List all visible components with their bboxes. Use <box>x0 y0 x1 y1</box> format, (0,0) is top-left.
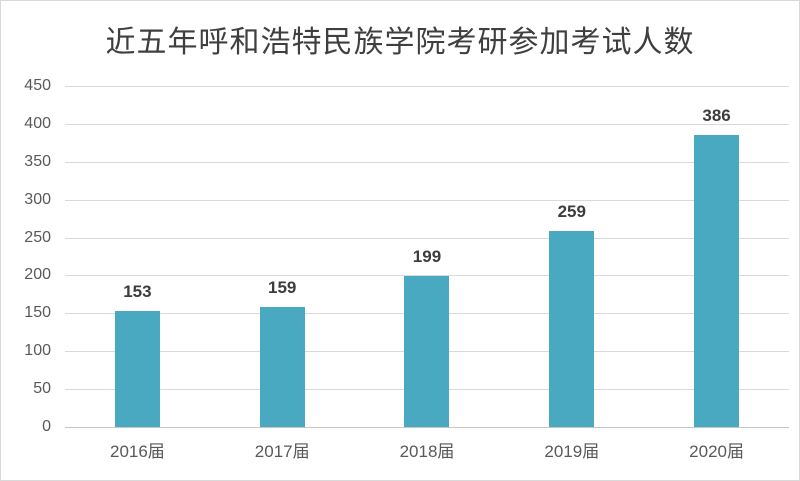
y-tick-label-200: 200 <box>24 266 51 284</box>
plot-area: 153 159 199 259 386 <box>65 86 789 428</box>
y-tick-label-150: 150 <box>24 304 51 322</box>
bar-group-2018届: 199 <box>355 86 500 427</box>
gridline-300 <box>65 199 789 201</box>
x-tick-label-2017届: 2017届 <box>254 442 310 461</box>
data-label: 153 <box>123 282 152 302</box>
gridline-250 <box>65 237 789 239</box>
bar-group-2017届: 159 <box>210 86 355 427</box>
gridline-0 <box>65 427 789 428</box>
y-tick-label-250: 250 <box>24 228 51 246</box>
y-tick-label-400: 400 <box>24 114 51 132</box>
chart-title: 近五年呼和浩特民族学院考研参加考试人数 <box>105 25 695 60</box>
bar-group-2020届: 386 <box>644 86 789 427</box>
y-tick-label-50: 50 <box>33 380 51 398</box>
bars-container: 153 159 199 259 386 <box>65 86 789 427</box>
bar <box>259 306 305 427</box>
data-label: 386 <box>702 105 731 125</box>
x-tick-label-2018届: 2018届 <box>399 442 455 461</box>
bar <box>694 134 740 427</box>
x-tick-label-2016届: 2016届 <box>109 442 165 461</box>
y-tick-label-0: 0 <box>42 418 51 435</box>
gridline-450 <box>65 86 789 87</box>
bar <box>114 311 160 427</box>
gridline-350 <box>65 161 789 163</box>
y-tick-label-450: 450 <box>24 77 51 94</box>
bar-group-2019届: 259 <box>499 86 644 427</box>
bar <box>549 230 595 427</box>
gridline-200 <box>65 275 789 277</box>
x-tick-label-2020届: 2020届 <box>689 442 744 461</box>
x-axis: 2016届 2017届 2018届 2019届 2020届 <box>65 437 789 462</box>
data-label: 259 <box>557 201 586 221</box>
gridline-400 <box>65 123 789 125</box>
y-tick-label-300: 300 <box>24 190 51 208</box>
bar <box>404 276 450 427</box>
bar-group-2016届: 153 <box>65 86 210 427</box>
y-tick-label-100: 100 <box>24 342 51 360</box>
x-tick-label-2019届: 2019届 <box>544 442 600 461</box>
data-label: 199 <box>412 247 442 267</box>
data-label: 159 <box>268 277 297 297</box>
y-tick-label-350: 350 <box>24 152 51 170</box>
